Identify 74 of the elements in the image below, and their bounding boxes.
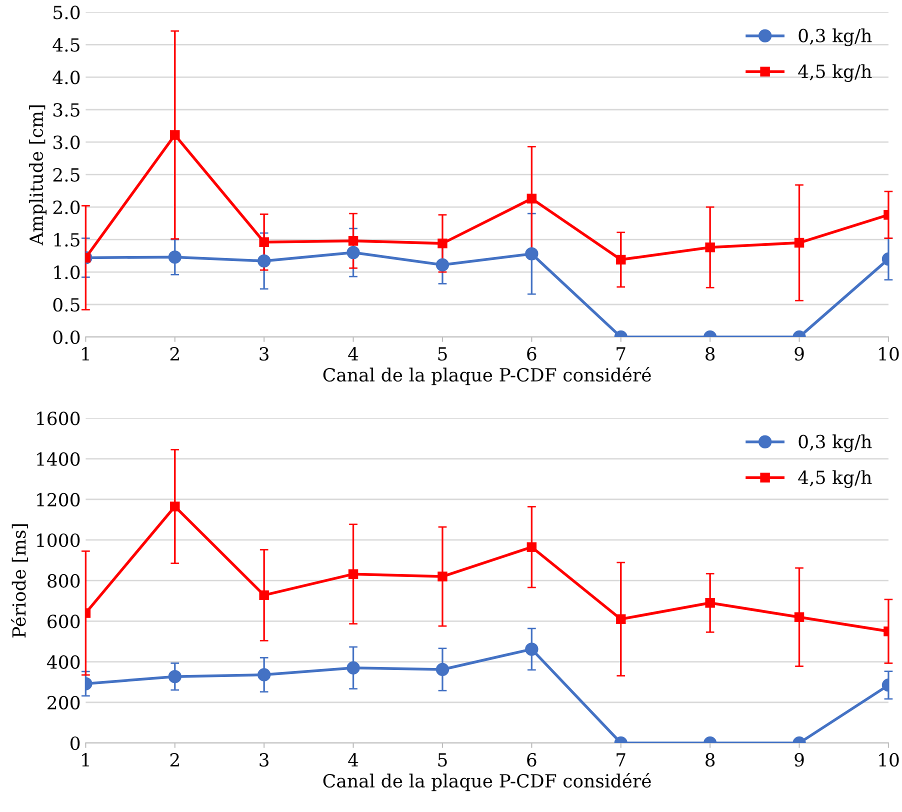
x-tick-label: 7 <box>616 347 626 360</box>
y-tick-label: 0 <box>70 736 80 750</box>
x-tick-label: 6 <box>527 347 536 361</box>
point <box>436 662 450 676</box>
y-axis-title: Période [ms] <box>11 524 28 638</box>
y-tick-label: 1000 <box>37 533 80 548</box>
point <box>794 612 804 622</box>
legend-label: 0,3 kg/h <box>798 434 872 452</box>
point <box>525 642 538 656</box>
point <box>438 572 448 582</box>
point <box>525 247 538 260</box>
point <box>168 670 182 684</box>
point <box>348 236 358 246</box>
y-tick-label: 1200 <box>37 492 80 506</box>
x-tick-label: 2 <box>170 753 179 766</box>
x-tick-label: 3 <box>260 753 268 767</box>
point <box>168 250 182 264</box>
y-tick-label: 0.5 <box>53 298 80 312</box>
x-tick-label: 8 <box>706 753 715 767</box>
x-tick-label: 8 <box>706 347 715 361</box>
y-tick-label: 600 <box>48 614 80 628</box>
point <box>257 668 271 682</box>
x-tick-label: 9 <box>794 753 804 767</box>
y-tick-label: 2.5 <box>53 168 80 182</box>
y-tick-label: 1400 <box>37 452 80 466</box>
y-tick-label: 5.0 <box>54 6 80 20</box>
point <box>705 242 715 252</box>
y-tick-label: 1.5 <box>54 233 80 247</box>
x-tick-label: 10 <box>879 347 899 361</box>
y-tick-label: 400 <box>46 655 80 669</box>
x-tick-label: 2 <box>170 347 179 360</box>
point <box>436 258 450 272</box>
x-tick-label: 1 <box>82 753 89 766</box>
point <box>438 238 448 248</box>
y-tick-label: 1.0 <box>54 265 80 280</box>
legend-label: 0,3 kg/h <box>798 28 872 46</box>
x-tick-label: 4 <box>348 753 358 766</box>
x-tick-label: 7 <box>616 753 626 766</box>
x-tick-label: 5 <box>438 753 447 767</box>
x-tick-label: 4 <box>348 347 358 360</box>
x-axis-title: Canal de la plaque P-CDF considéré <box>323 772 651 792</box>
point <box>170 502 180 512</box>
x-tick-label: 1 <box>82 347 89 360</box>
point <box>346 661 360 674</box>
y-tick-label: 800 <box>48 574 80 588</box>
y-tick-label: 2.0 <box>53 200 80 214</box>
y-tick-label: 0.0 <box>53 330 80 344</box>
point <box>526 542 537 552</box>
point <box>259 237 269 247</box>
x-tick-label: 10 <box>879 753 899 767</box>
point <box>259 590 269 600</box>
y-tick-label: 200 <box>48 696 80 710</box>
x-tick-label: 5 <box>438 347 447 361</box>
y-tick-label: 3.0 <box>53 136 80 150</box>
y-tick-label: 4.0 <box>52 70 80 84</box>
y-tick-label: 4.5 <box>52 38 80 52</box>
x-tick-label: 9 <box>794 347 804 361</box>
point <box>257 254 271 268</box>
point <box>170 130 180 140</box>
legend-label: 4,5 kg/h <box>798 470 872 488</box>
x-tick-label: 3 <box>260 347 268 361</box>
point <box>526 194 537 204</box>
point <box>346 246 360 260</box>
y-tick-label: 1600 <box>37 412 80 426</box>
point <box>705 598 715 608</box>
y-tick-label: 3.5 <box>53 103 80 117</box>
legend-label: 4,5 kg/h <box>798 64 872 82</box>
y-axis-title: Amplitude [cm] <box>29 105 47 246</box>
point <box>616 614 626 624</box>
x-axis-title: Canal de la plaque P-CDF considéré <box>323 366 651 386</box>
x-tick-label: 6 <box>527 753 536 767</box>
point <box>616 254 626 265</box>
point <box>794 238 804 248</box>
point <box>348 569 358 579</box>
